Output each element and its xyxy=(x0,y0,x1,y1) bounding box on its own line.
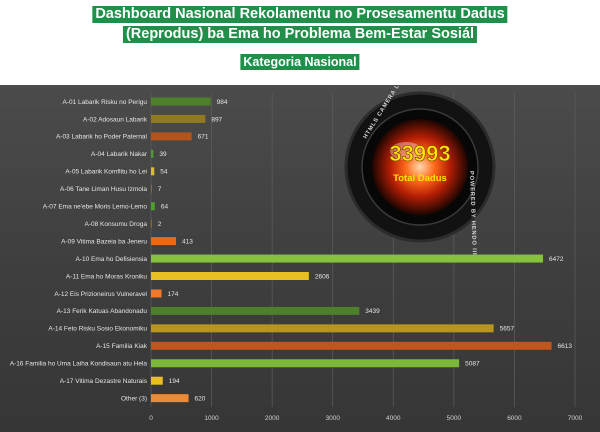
category-label: A-13 Ferik Katuas Abandonadu xyxy=(57,308,148,315)
data-label: 6472 xyxy=(549,256,564,263)
category-label: A-06 Tane Liman Husu Izmola xyxy=(60,186,147,193)
bar xyxy=(151,359,460,368)
category-label: A-07 Ema ne'ebe Moris Lemo-Lemo xyxy=(43,204,148,211)
category-label: A-10 Ema ho Defisiensia xyxy=(75,256,147,263)
data-label: 620 xyxy=(195,395,206,402)
data-label: 5087 xyxy=(465,361,480,368)
category-label: A-09 Vitima Bazeia ba Jeneru xyxy=(61,238,147,245)
category-label: A-11 Ema ho Moras Kroniku xyxy=(66,273,148,280)
data-label: 6613 xyxy=(558,343,573,350)
badge-ring-text-right: POWERED BY HENDO III xyxy=(468,171,477,256)
x-tick-label: 0 xyxy=(149,415,153,422)
category-label: A-12 Eis Prizioneirus Vulneravel xyxy=(54,291,147,298)
bar xyxy=(151,237,177,246)
chart-panel: A-01 Labarik Risku no Perigu A-02 Adosaun… xyxy=(0,85,600,432)
bar xyxy=(151,324,494,333)
lens-glow xyxy=(372,119,468,215)
bar xyxy=(151,376,163,385)
bar xyxy=(151,306,360,315)
category-label: Other (3) xyxy=(121,395,147,402)
data-label: 39 xyxy=(159,151,167,158)
data-label: 897 xyxy=(211,116,222,123)
category-subtitle: Kategoria Nasional xyxy=(240,54,360,70)
dashboard-title-line2: (Reprodus) ba Ema ho Problema Bem-Estar … xyxy=(122,26,478,43)
data-label: 413 xyxy=(182,238,193,245)
bar xyxy=(151,149,154,158)
category-label: A-02 Adosaun Labarik xyxy=(83,116,148,123)
data-label: 984 xyxy=(217,99,228,106)
data-label: 7 xyxy=(158,186,162,193)
bar xyxy=(151,167,155,176)
data-label: 2 xyxy=(158,221,162,228)
category-label: A-01 Labarik Risku no Perigu xyxy=(62,99,147,106)
bar xyxy=(151,272,309,280)
x-tick-label: 1000 xyxy=(204,415,219,422)
value-labels: 984 897 671 39 54 7 64 2 413 6472 2606 174 3439 5657 6… xyxy=(158,99,573,403)
dashboard-title-line1: Dashboard Nasional Rekolamentu no Proses… xyxy=(92,6,508,23)
bar xyxy=(151,289,162,298)
lens-highlight xyxy=(390,142,422,160)
data-label: 2606 xyxy=(315,273,330,280)
x-tick-label: 7000 xyxy=(568,415,583,422)
data-label: 3439 xyxy=(365,308,380,315)
bars xyxy=(151,97,552,403)
bar xyxy=(151,202,155,211)
x-tick-label: 4000 xyxy=(386,415,401,422)
category-label: A-08 Konsumu Droga xyxy=(84,221,147,228)
x-tick-label: 5000 xyxy=(447,415,462,422)
total-label: Total Dadus xyxy=(393,173,447,184)
x-tick-label: 2000 xyxy=(265,415,280,422)
x-axis-tick-labels: 0 1000 2000 3000 4000 5000 6000 7000 xyxy=(149,415,582,422)
category-label: A-15 Familia Kiak xyxy=(96,343,148,350)
bar-chart: A-01 Labarik Risku no Perigu A-02 Adosaun… xyxy=(10,85,583,422)
total-value: 33993 xyxy=(389,141,450,166)
data-label: 54 xyxy=(160,169,168,176)
x-tick-label: 3000 xyxy=(325,415,340,422)
x-tick-label: 6000 xyxy=(507,415,522,422)
bar xyxy=(151,97,211,106)
data-label: 671 xyxy=(198,134,209,141)
data-label: 64 xyxy=(161,204,169,211)
category-label: A-03 Labarik ho Poder Paternal xyxy=(56,134,148,141)
bar xyxy=(151,114,206,123)
category-label: A-14 Feto Risku Sosio Ekonomiku xyxy=(48,326,147,333)
bar xyxy=(151,132,192,141)
data-label: 5657 xyxy=(500,326,515,333)
category-label: A-05 Labarik Komflitu ho Lei xyxy=(65,169,147,176)
bar xyxy=(151,219,152,228)
data-label: 174 xyxy=(168,291,179,298)
bar xyxy=(151,394,189,403)
bar xyxy=(151,341,552,350)
bar xyxy=(151,184,152,193)
category-labels: A-01 Labarik Risku no Perigu A-02 Adosaun… xyxy=(10,99,148,403)
bar xyxy=(151,254,544,263)
category-label: A-17 Vitima Dezastre Naturais xyxy=(60,378,148,385)
category-label: A-04 Labarik Nakar xyxy=(91,151,148,158)
data-label: 194 xyxy=(169,378,180,385)
category-label: A-16 Familia ho Uma Laiha Kondisaun atu … xyxy=(10,361,148,368)
total-data-badge: HTMLS CAMERA LENS POWERED BY HENDO III 3… xyxy=(344,85,496,256)
